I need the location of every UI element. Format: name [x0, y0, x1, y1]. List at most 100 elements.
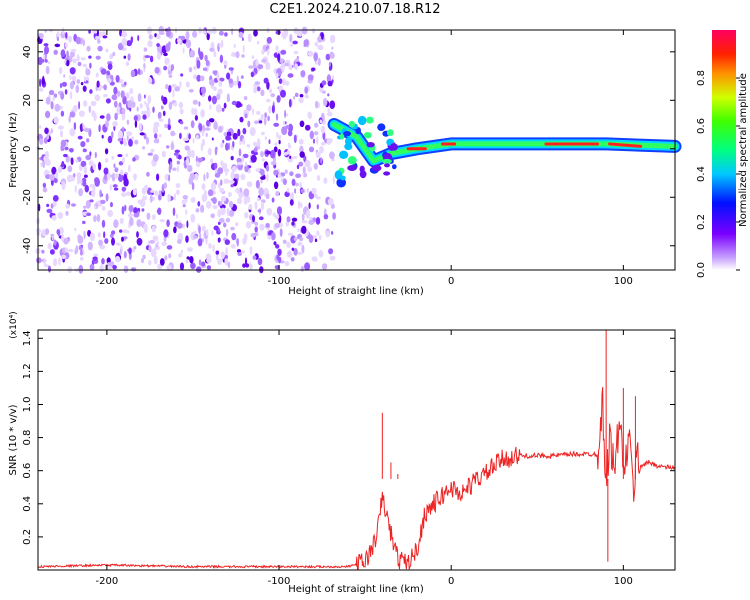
spectrogram-cell — [281, 126, 288, 136]
spectrogram-cell — [288, 98, 292, 108]
spectrogram-cell — [275, 190, 280, 197]
spectrogram-cell — [308, 146, 315, 153]
spectrogram-blob — [348, 120, 355, 128]
spectrogram-cell — [293, 27, 299, 35]
spectrogram-cell — [123, 173, 128, 183]
spectrogram-cell — [95, 72, 99, 78]
spectrogram-cell — [125, 153, 129, 158]
spectrogram-cell — [105, 157, 109, 163]
spectrogram-cell — [158, 118, 164, 122]
spectrogram-cell — [80, 141, 86, 148]
spectrogram-cell — [220, 207, 226, 216]
spectrogram-cell — [94, 151, 97, 159]
spectrogram-cell — [179, 108, 184, 115]
spectrogram-cell — [82, 205, 87, 209]
spectrogram-cell — [287, 155, 294, 163]
spectrogram-cell — [137, 93, 142, 102]
spectrogram-cell — [320, 157, 323, 164]
spectrogram-cell — [332, 175, 335, 185]
colorbar-tick-label: 0.4 — [696, 166, 707, 182]
spectrogram-cell — [154, 133, 158, 139]
spectrogram-cell — [317, 57, 321, 66]
spectrogram-cell — [258, 216, 264, 221]
spectrogram-cell — [80, 57, 86, 61]
spectrogram-cell — [152, 125, 159, 135]
spectrogram-cell — [326, 111, 333, 117]
spectrogram-cell — [132, 157, 136, 162]
spectrogram-cell — [156, 51, 162, 60]
x-tick-label: 100 — [614, 576, 633, 587]
spectrogram-cell — [157, 263, 163, 270]
spectrogram-cell — [306, 188, 310, 193]
spectrogram-cell — [197, 157, 204, 163]
spectrogram-cell — [121, 108, 126, 115]
spectrogram-cell — [279, 228, 283, 237]
spectrogram-cell — [241, 250, 245, 254]
spectrogram-cell — [325, 230, 330, 238]
spectrogram-cell — [176, 165, 180, 173]
spectrogram-cell — [92, 256, 98, 261]
spectrogram-cell — [213, 86, 217, 92]
spectrogram-cell — [206, 257, 212, 264]
spectrogram-cell — [253, 120, 260, 124]
spectrogram-cell — [270, 232, 276, 241]
spectrogram-cell — [111, 156, 115, 160]
spectrogram-cell — [266, 208, 273, 216]
spectrogram-cell — [218, 30, 224, 36]
spectrogram-cell — [255, 168, 261, 173]
spectrogram-blob — [363, 132, 372, 139]
spectrogram-cell — [273, 181, 279, 190]
spectrogram-cell — [278, 256, 282, 264]
spectrogram-cell — [253, 29, 258, 37]
spectrogram-cell — [133, 115, 138, 122]
spectrogram-cell — [263, 116, 267, 126]
spectrogram-cell — [179, 262, 185, 271]
spectrogram-cell — [257, 257, 263, 266]
spectrogram-cell — [276, 206, 283, 216]
spectrogram-cell — [64, 247, 69, 253]
spectrogram-cell — [73, 173, 76, 178]
spectrogram-cell — [146, 171, 150, 177]
spectrogram-cell — [130, 267, 137, 272]
spectrogram-cell — [92, 163, 96, 171]
spectrogram-cell — [131, 136, 135, 141]
spectrogram-cell — [45, 228, 50, 235]
spectrogram-cell — [139, 132, 145, 136]
spectrogram-cell — [299, 120, 305, 128]
snr-x-axis-label: Height of straight line (km) — [288, 584, 424, 595]
spectrogram-cell — [204, 127, 211, 131]
spectrogram-cell — [207, 147, 212, 156]
spectrogram-cell — [141, 257, 144, 264]
spectrogram-cell — [237, 161, 243, 166]
spectrogram-cell — [119, 29, 123, 37]
spectrogram-cell — [46, 208, 53, 214]
spectrogram-cell — [53, 49, 58, 55]
spectrogram-cell — [49, 173, 56, 181]
spectrogram-cell — [170, 64, 175, 71]
spectrogram-cell — [156, 34, 161, 40]
spectrogram-cell — [146, 212, 151, 220]
spectrogram-cell — [167, 70, 173, 75]
spectrogram-cell — [130, 69, 136, 78]
y-tick-label: 0.4 — [22, 496, 33, 512]
spectrogram-cell — [110, 201, 113, 208]
spectrogram-cell — [219, 187, 225, 193]
spectrogram-blob — [382, 158, 392, 164]
spectrogram-cell — [251, 55, 255, 59]
spectrogram-cell — [332, 212, 336, 220]
spectrogram-cell — [273, 146, 278, 153]
spectrogram-cell — [292, 40, 298, 45]
spectrogram-cell — [38, 203, 41, 212]
spectrogram-cell — [139, 103, 143, 109]
spectrogram-cell — [219, 200, 223, 206]
spectrogram-blob — [389, 143, 398, 151]
spectrogram-cell — [123, 251, 127, 259]
spectrogram-cell — [216, 230, 219, 234]
spectrogram-cell — [88, 105, 92, 114]
figure-title: C2E1.2024.210.07.18.R12 — [269, 2, 440, 17]
spectrogram-cell — [268, 88, 273, 94]
spectrogram-cell — [218, 43, 222, 48]
spectrogram-cell — [212, 204, 218, 210]
spectrogram-cell — [161, 95, 164, 102]
spectrogram-cell — [224, 256, 229, 266]
